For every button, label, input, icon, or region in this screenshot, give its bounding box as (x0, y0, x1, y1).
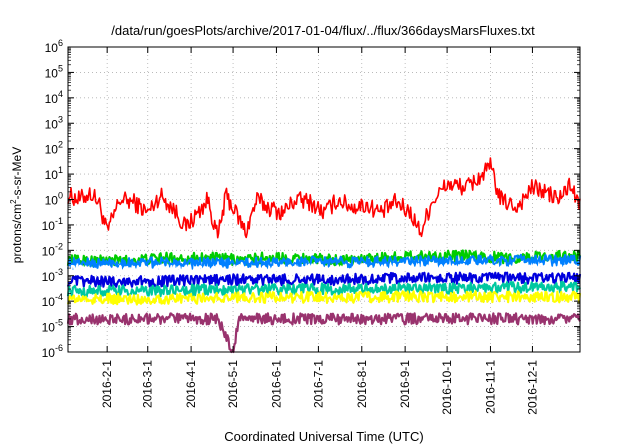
y-axis-label: protons/cm2-s-sr-MeV (9, 147, 24, 263)
x-tick-label: 2016-5-1 (226, 360, 240, 408)
series-line (66, 290, 582, 306)
x-tick-label: 2016-3-1 (141, 360, 155, 408)
y-axis-label-prefix: protons/cm (10, 204, 24, 263)
y-tick-exponent: -5 (55, 318, 63, 328)
y-tick-exponent: 1 (58, 165, 63, 175)
x-tick-label: 2016-4-1 (184, 360, 198, 408)
y-tick-exponent: -2 (55, 241, 63, 251)
y-tick-label: 101 (45, 165, 63, 182)
y-tick-base: 10 (42, 270, 56, 284)
y-tick-base: 10 (45, 168, 59, 182)
y-tick-exponent: 5 (58, 63, 63, 73)
y-tick-exponent: 0 (58, 191, 63, 201)
y-tick-label: 104 (45, 89, 63, 106)
x-tick-label: 2016-10-1 (440, 360, 454, 415)
y-axis-label-suffix: -s-sr-MeV (10, 147, 24, 200)
y-tick-label: 100 (45, 191, 63, 208)
y-tick-exponent: 3 (58, 114, 63, 124)
y-tick-label: 102 (45, 140, 63, 157)
y-tick-base: 10 (45, 92, 59, 106)
y-tick-label: 105 (45, 63, 63, 80)
y-tick-base: 10 (42, 219, 56, 233)
x-tick-label: 2016-12-1 (525, 360, 539, 415)
y-tick-base: 10 (45, 117, 59, 131)
series-group (66, 157, 582, 354)
y-tick-base: 10 (45, 194, 59, 208)
y-tick-exponent: -3 (55, 267, 63, 277)
y-axis-ticks: 10-610-510-410-310-210-11001011021031041… (42, 38, 580, 360)
y-tick-base: 10 (42, 244, 56, 258)
y-tick-exponent: -4 (55, 292, 63, 302)
x-tick-label: 2016-6-1 (269, 360, 283, 408)
y-tick-exponent: -1 (55, 216, 63, 226)
y-tick-label: 10-2 (42, 241, 63, 258)
y-tick-label: 10-5 (42, 318, 63, 335)
y-tick-label: 10-4 (42, 292, 63, 309)
y-tick-exponent: 2 (58, 140, 63, 150)
x-tick-label: 2016-2-1 (100, 360, 114, 408)
chart-title: /data/run/goesPlots/archive/2017-01-04/f… (111, 23, 535, 38)
y-tick-label: 10-1 (42, 216, 63, 233)
y-tick-label: 10-3 (42, 267, 63, 284)
y-tick-base: 10 (42, 321, 56, 335)
x-tick-label: 2016-11-1 (483, 360, 497, 414)
y-tick-exponent: -6 (55, 343, 63, 353)
x-axis-label: Coordinated Universal Time (UTC) (224, 429, 423, 444)
x-tick-label: 2016-9-1 (398, 360, 412, 408)
y-tick-exponent: 4 (58, 89, 63, 99)
x-tick-label: 2016-8-1 (355, 360, 369, 408)
y-tick-label: 106 (45, 38, 63, 55)
series-line (66, 262, 582, 278)
x-axis-ticks: 2016-2-1 2016-3-1 2016-4-1 2016-5-1 2016-6-1… (100, 47, 539, 415)
y-tick-base: 10 (45, 143, 59, 157)
y-axis-label-sup: 2 (9, 199, 18, 204)
series-line (66, 312, 581, 354)
y-tick-base: 10 (42, 295, 56, 309)
y-tick-exponent: 6 (58, 38, 63, 48)
y-tick-base: 10 (42, 346, 56, 360)
x-tick-label: 2016-7-1 (311, 360, 325, 408)
series-line (66, 280, 582, 298)
series-line (67, 157, 581, 239)
y-tick-label: 103 (45, 114, 63, 131)
y-tick-base: 10 (45, 66, 59, 80)
y-tick-base: 10 (45, 41, 59, 55)
y-tick-label: 10-6 (42, 343, 63, 360)
series-line (66, 271, 582, 288)
